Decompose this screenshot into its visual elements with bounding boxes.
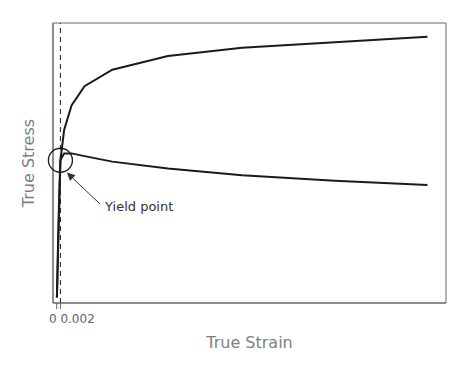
svg-text:True Strain: True Strain [205,333,292,352]
svg-text:0: 0 [49,312,57,326]
svg-text:True Stress: True Stress [19,119,38,208]
svg-text:Yield point: Yield point [104,199,173,214]
svg-text:0.002: 0.002 [60,312,94,326]
